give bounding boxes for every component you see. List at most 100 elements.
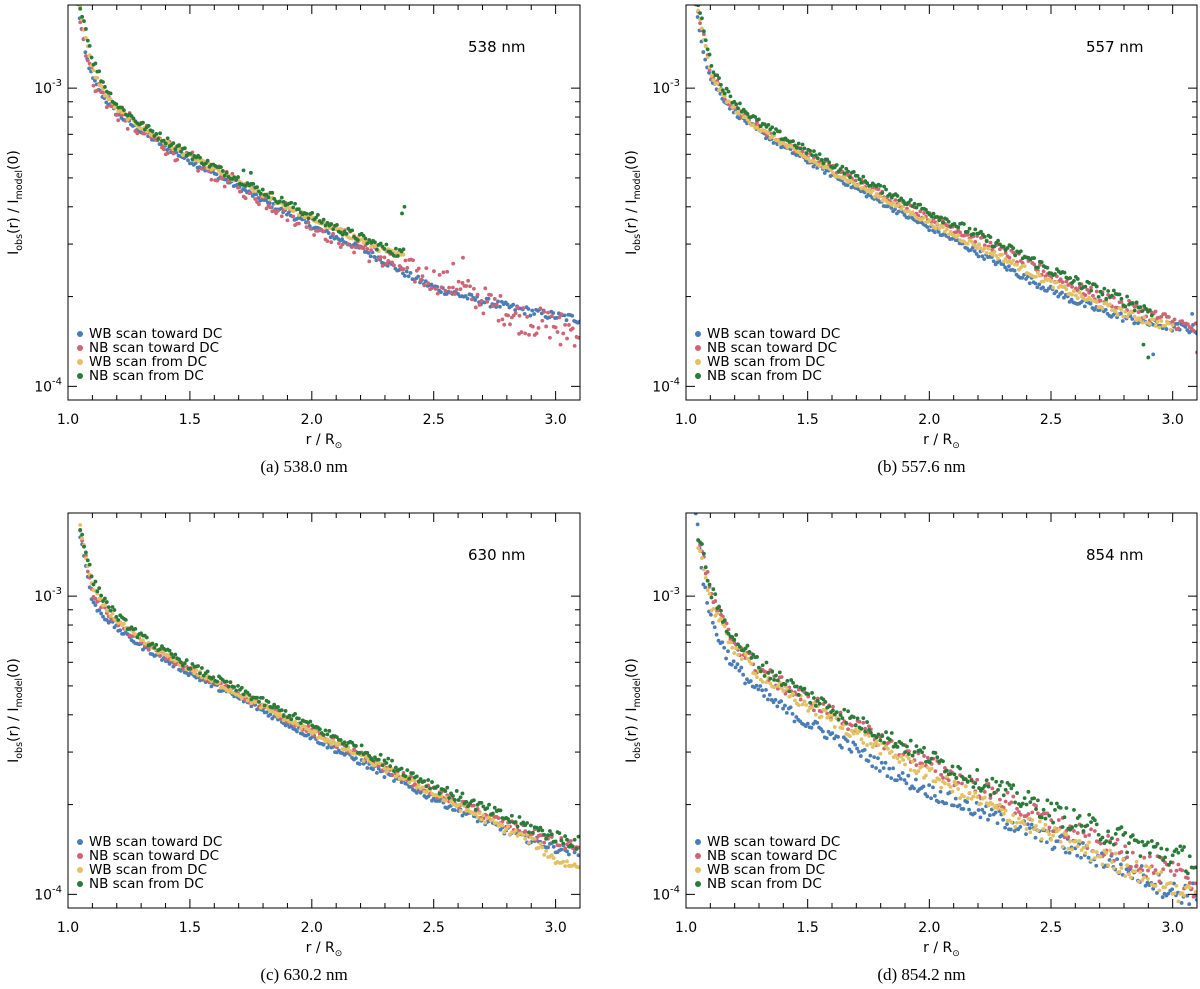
data-point [1013, 800, 1018, 805]
data-point [1015, 820, 1019, 825]
data-point [1146, 877, 1150, 881]
data-point [414, 774, 419, 779]
data-point [1193, 865, 1197, 870]
data-point [266, 700, 271, 704]
data-point [848, 734, 852, 739]
data-point [999, 252, 1004, 257]
data-point [971, 231, 976, 236]
data-point [406, 274, 411, 279]
data-point [722, 618, 727, 623]
data-point [408, 270, 413, 275]
data-point [1064, 832, 1069, 837]
data-point [695, 15, 700, 19]
data-point [163, 141, 168, 146]
data-point [954, 782, 959, 787]
data-point [872, 194, 877, 199]
data-point [1070, 847, 1074, 852]
data-point [224, 170, 229, 175]
data-point [893, 207, 897, 212]
legend-entry: NB scan from DC [89, 368, 204, 384]
data-point [336, 241, 341, 246]
data-point [870, 745, 875, 749]
data-point [1166, 862, 1171, 867]
data-point [161, 147, 166, 152]
data-points [76, 5, 580, 348]
data-point [994, 803, 999, 808]
data-point [104, 618, 109, 622]
data-points [693, 513, 1197, 908]
data-point [420, 274, 425, 279]
data-point [93, 61, 98, 66]
data-point [858, 754, 863, 758]
data-point [956, 787, 961, 791]
data-point [762, 674, 767, 678]
data-point [509, 813, 514, 818]
data-point [382, 766, 387, 771]
ticks [67, 513, 581, 909]
data-point [868, 730, 873, 735]
data-point [1060, 290, 1064, 295]
data-point [325, 220, 330, 225]
data-point [906, 749, 911, 754]
data-point [479, 299, 484, 303]
data-point [85, 38, 90, 43]
data-point [766, 123, 771, 127]
data-point [91, 83, 96, 88]
data-point [306, 216, 311, 221]
data-point [1140, 839, 1145, 844]
data-point [1043, 816, 1048, 821]
data-point [222, 173, 227, 178]
plot-frame [685, 512, 1198, 909]
data-point [1129, 875, 1133, 880]
data-point [1077, 281, 1082, 286]
data-point [808, 700, 813, 705]
data-point [287, 713, 292, 718]
data-point [950, 789, 955, 794]
data-point [924, 207, 928, 212]
data-point [91, 600, 96, 605]
data-point [557, 831, 562, 836]
y-axis-label: Iobs(r) / Imodel(0) [6, 150, 25, 255]
data-point [766, 131, 771, 136]
data-point [1102, 286, 1107, 291]
data-point [376, 766, 381, 771]
data-point [544, 849, 549, 853]
data-point [849, 749, 854, 754]
data-point [198, 671, 202, 676]
data-point [943, 781, 947, 786]
data-point [458, 795, 463, 800]
data-point [156, 137, 161, 141]
data-point [314, 729, 318, 734]
data-point [710, 620, 715, 625]
data-point [89, 55, 94, 60]
data-point [182, 146, 187, 151]
data-point [802, 146, 807, 151]
data-point [528, 313, 533, 318]
data-point [853, 178, 858, 183]
data-point [982, 246, 987, 251]
data-point [511, 302, 516, 307]
data-point [1051, 833, 1055, 838]
data-point [559, 847, 564, 852]
data-point [243, 184, 248, 188]
data-point [831, 708, 835, 713]
data-point [982, 795, 987, 800]
legend-marker [77, 331, 83, 337]
data-point [899, 754, 904, 759]
data-point [542, 840, 547, 845]
y-tick-label: 10-3 [652, 586, 680, 605]
data-point [502, 830, 507, 835]
data-point [576, 335, 580, 340]
data-point [424, 266, 429, 270]
data-point [810, 705, 814, 710]
data-point [395, 772, 400, 777]
data-point [986, 784, 991, 789]
data-point [220, 176, 225, 181]
data-point [1119, 300, 1124, 304]
data-point [734, 646, 739, 651]
data-point [1153, 309, 1158, 314]
data-point [1176, 899, 1181, 904]
data-point [878, 738, 883, 743]
data-point [1011, 794, 1016, 799]
